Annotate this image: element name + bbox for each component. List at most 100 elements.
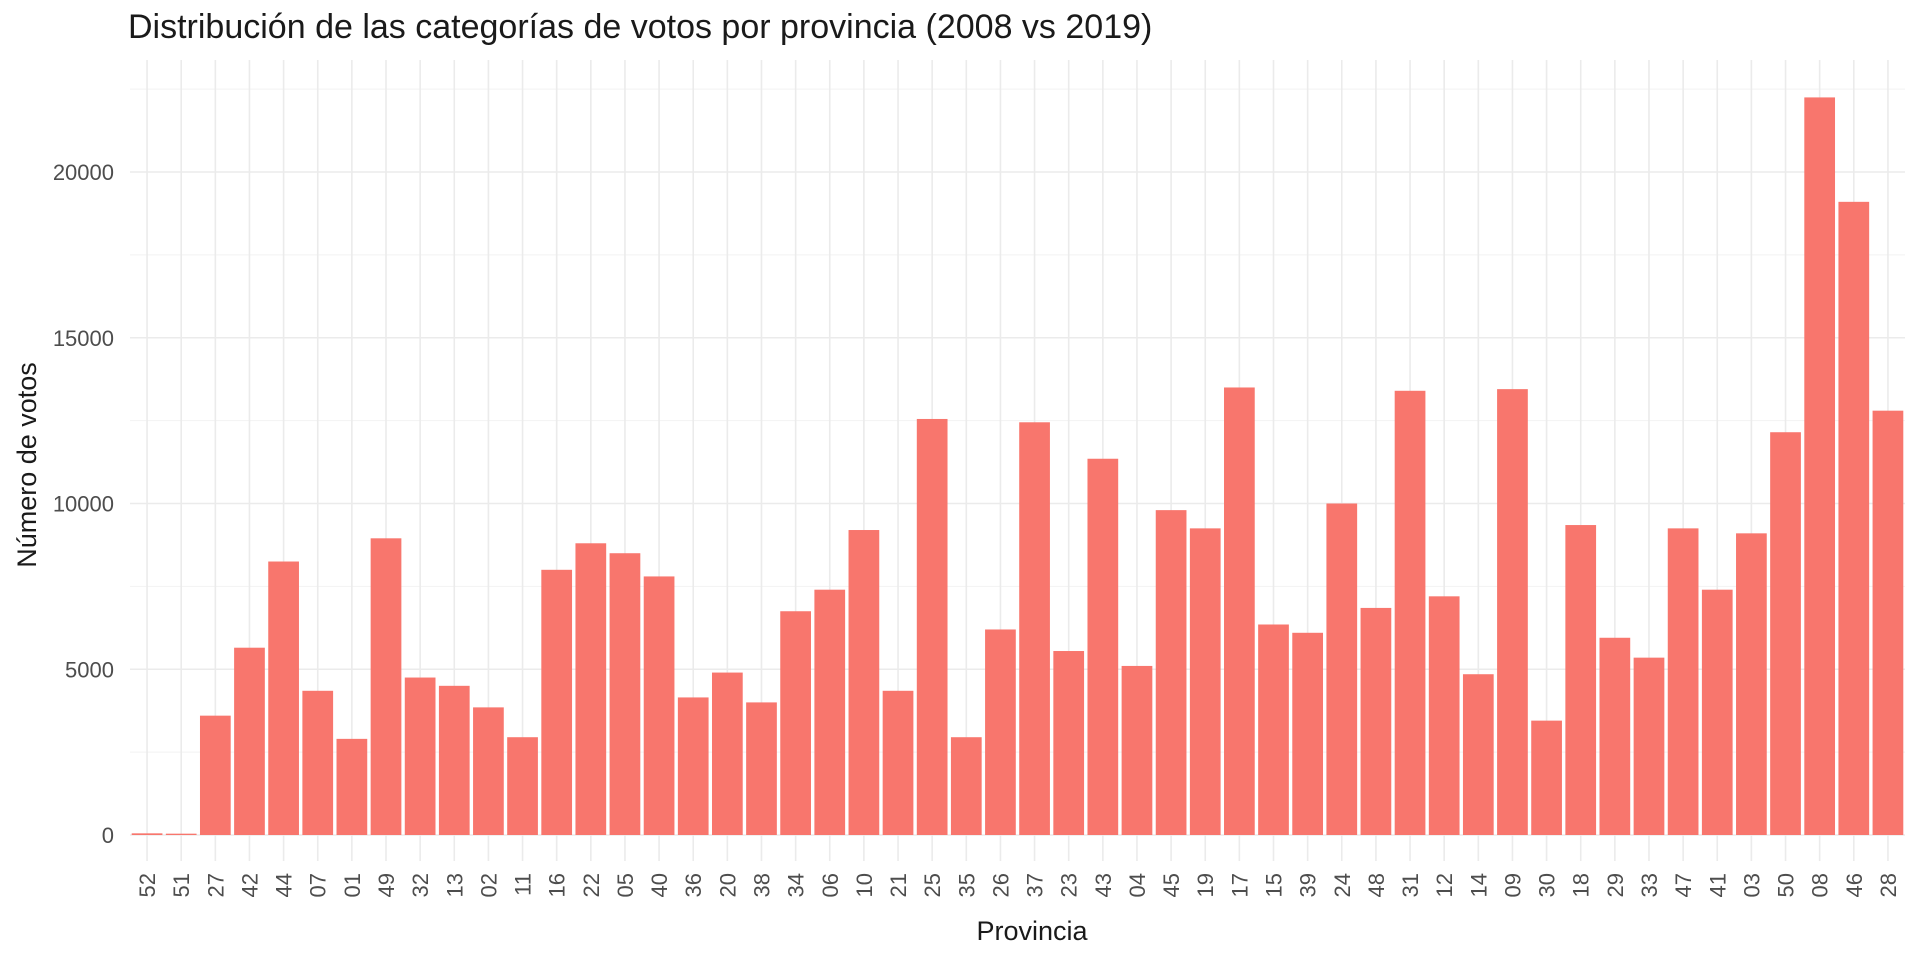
x-tick-label: 51 [169,873,194,897]
x-tick-label: 26 [988,873,1013,897]
x-tick-label: 34 [784,873,809,897]
bar-07 [302,690,334,835]
y-tick-label: 5000 [65,657,114,682]
bar-52 [131,833,163,835]
bar-01 [336,738,368,835]
x-tick-label: 36 [681,873,706,897]
bar-23 [1053,651,1085,835]
x-tick-label: 50 [1774,873,1799,897]
bar-50 [1770,432,1801,835]
bar-24 [1326,503,1358,835]
x-tick-label: 42 [237,873,262,897]
x-tick-label: 35 [954,873,979,897]
x-tick-label: 47 [1671,873,1696,897]
bar-44 [268,561,299,835]
x-tick-label: 39 [1296,873,1321,897]
bar-31 [1394,390,1426,835]
bar-29 [1599,637,1631,835]
y-tick-label: 0 [102,823,114,848]
bar-17 [1224,387,1255,835]
x-tick-label: 43 [1091,873,1116,897]
x-tick-label: 22 [579,873,604,897]
x-axis-title: Provincia [976,916,1088,946]
bar-32 [404,677,436,835]
bar-15 [1258,624,1289,835]
bar-06 [814,589,846,835]
bar-05 [609,553,641,835]
chart-title: Distribución de las categorías de votos … [128,8,1153,46]
bar-14 [1462,674,1494,835]
bar-28 [1872,410,1904,835]
bar-48 [1360,607,1392,835]
bar-04 [1121,665,1153,835]
x-tick-label: 15 [1262,873,1287,897]
x-tick-label: 19 [1193,873,1218,897]
bar-33 [1633,657,1665,835]
x-tick-label: 07 [306,873,331,897]
x-tick-label: 48 [1364,873,1389,897]
bar-25 [916,418,948,835]
x-axis-ticks: 52 51 27 42 44 07 01 49 32 13 02 11 16 22 05 40 36 20 38 34… [135,873,1901,897]
x-tick-label: 12 [1432,873,1457,897]
bar-09 [1497,389,1528,835]
x-tick-label: 25 [920,873,945,897]
x-tick-label: 32 [408,873,433,897]
bar-34 [780,611,811,835]
bar-41 [1701,589,1733,835]
x-tick-label: 01 [340,873,365,897]
bar-10 [848,530,880,835]
x-tick-label: 03 [1739,873,1764,897]
bar-08 [1804,97,1836,836]
x-tick-label: 13 [442,873,467,897]
bars [131,97,1904,836]
x-tick-label: 05 [613,873,638,897]
x-tick-label: 29 [1603,873,1628,897]
bar-42 [234,647,265,835]
bar-47 [1667,528,1699,835]
bar-30 [1531,720,1562,835]
x-tick-label: 21 [886,873,911,897]
x-tick-label: 33 [1637,873,1662,897]
bar-27 [199,715,231,835]
x-tick-label: 10 [852,873,877,897]
bar-40 [643,576,675,835]
y-tick-label: 10000 [53,492,114,517]
x-tick-label: 06 [818,873,843,897]
x-tick-label: 41 [1705,873,1730,897]
x-tick-label: 30 [1535,873,1560,897]
bar-18 [1565,525,1597,835]
x-tick-label: 11 [511,873,536,896]
bar-51 [165,833,197,835]
bar-12 [1428,596,1460,835]
bar-02 [473,707,504,835]
bar-11 [507,737,538,835]
bar-36 [677,697,709,835]
x-tick-label: 23 [1057,873,1082,897]
bar-22 [575,543,607,835]
bar-13 [438,685,470,835]
y-axis-title: Número de votos [12,362,42,568]
x-tick-label: 44 [272,873,297,897]
x-tick-label: 31 [1398,873,1423,897]
bar-49 [370,538,402,835]
bar-37 [1019,422,1050,835]
bar-43 [1087,458,1119,835]
x-tick-label: 16 [545,873,570,897]
x-tick-label: 52 [135,873,160,897]
x-tick-label: 04 [1125,873,1150,897]
x-tick-label: 24 [1330,873,1355,897]
bar-35 [950,737,982,835]
bar-26 [985,629,1016,835]
x-tick-label: 18 [1569,873,1594,897]
x-tick-label: 20 [715,873,740,897]
x-tick-label: 02 [476,873,501,897]
bar-45 [1155,510,1187,835]
x-tick-label: 37 [1023,873,1048,897]
x-tick-label: 40 [647,873,672,897]
bar-03 [1736,533,1767,835]
x-tick-label: 14 [1466,873,1491,897]
x-tick-label: 08 [1808,873,1833,897]
bar-16 [541,569,573,835]
bar-38 [746,702,777,835]
